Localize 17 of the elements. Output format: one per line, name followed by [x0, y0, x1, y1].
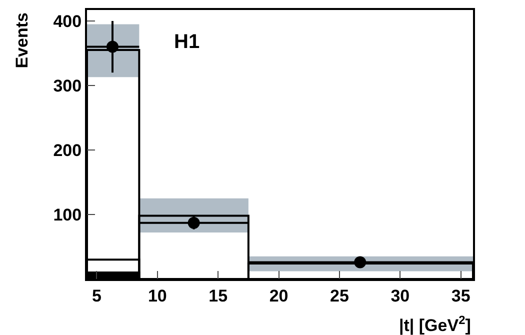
y-axis-title: Events	[12, 12, 32, 68]
x-axis-title: |t| [GeV$^{2}$]	[399, 313, 471, 335]
y-tick-label: 200	[53, 140, 82, 160]
point	[188, 216, 200, 229]
x-tick-label: 10	[148, 286, 167, 306]
y-tick-label: 400	[53, 12, 82, 31]
x-tick-label: 15	[208, 286, 228, 306]
y-tick-label: 300	[53, 76, 82, 96]
annotation: H1	[174, 31, 200, 53]
y-tick-label: 100	[53, 205, 82, 224]
x-tick-label: 20	[269, 286, 288, 306]
x-tick-label: 35	[451, 286, 470, 306]
point	[354, 256, 366, 268]
x-tick-label: 30	[390, 286, 410, 306]
x-tick-label: 5	[92, 286, 102, 306]
point	[106, 40, 118, 53]
x-tick-label: 25	[330, 286, 349, 306]
